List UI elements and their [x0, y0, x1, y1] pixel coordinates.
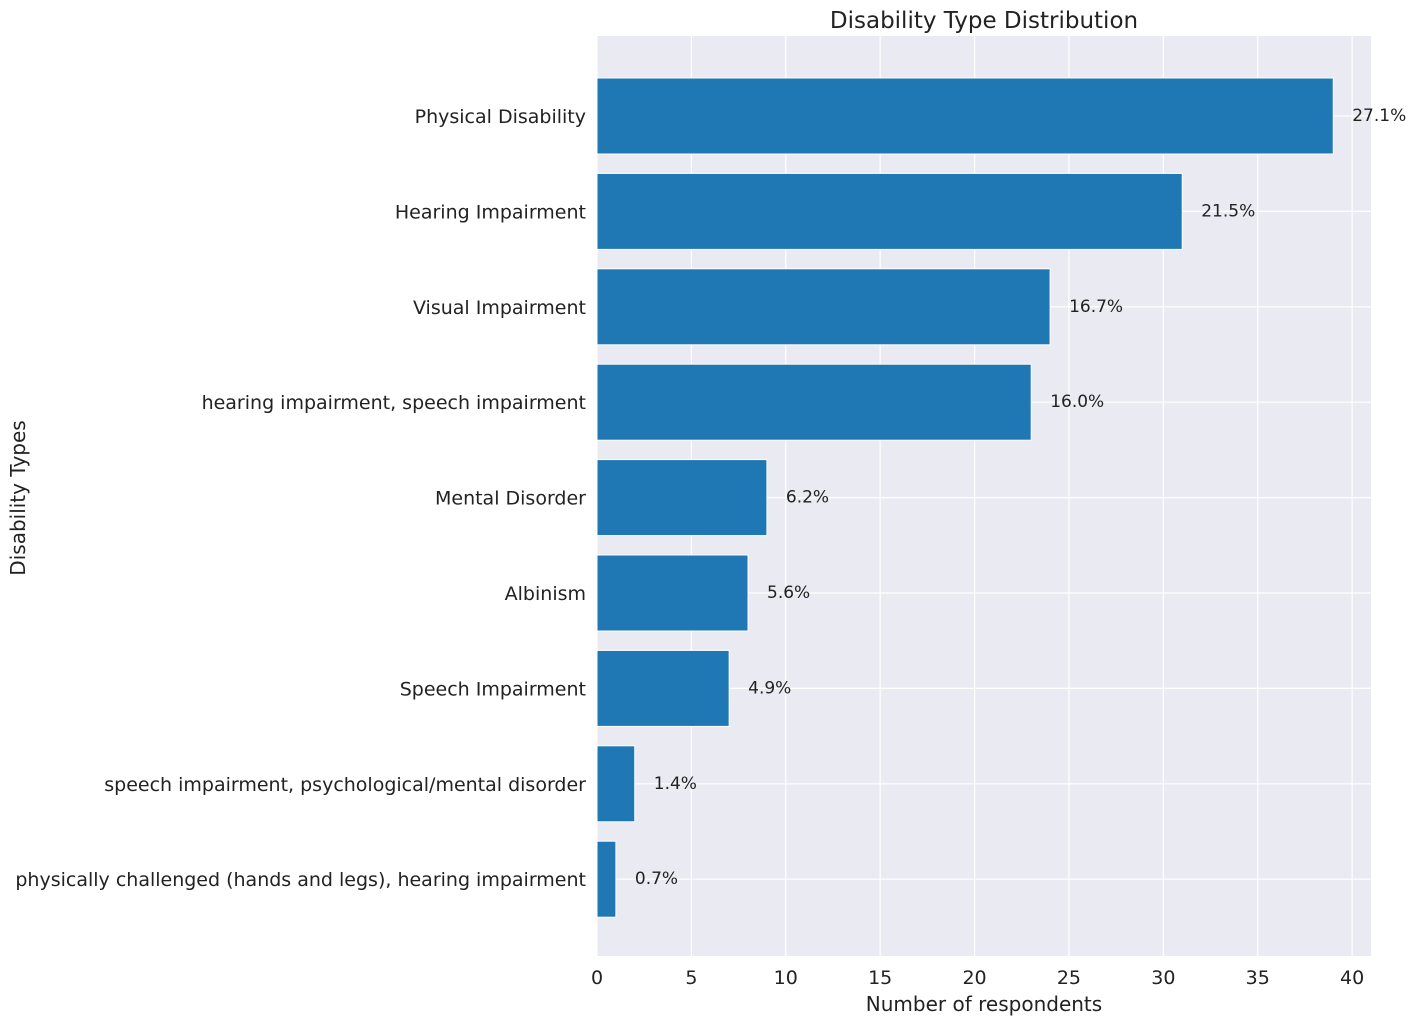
bar	[596, 268, 1051, 346]
x-tick-labels: 0 5 10 15 20 25 30 35 40	[591, 967, 1364, 989]
x-tick-label: 0	[591, 967, 603, 989]
bar	[596, 172, 1183, 250]
y-tick-label: speech impairment, psychological/mental …	[104, 774, 586, 796]
x-tick-label: 10	[774, 967, 798, 989]
y-tick-label: Hearing Impairment	[395, 201, 586, 223]
chart-title: Disability Type Distribution	[830, 8, 1138, 34]
x-tick-label: 25	[1057, 967, 1081, 989]
y-tick-label: Mental Disorder	[435, 488, 586, 510]
data-label: 0.7%	[635, 869, 678, 889]
y-tick-label: hearing impairment, speech impairment	[202, 392, 586, 414]
bar	[596, 363, 1032, 441]
data-label: 6.2%	[786, 488, 829, 508]
data-label: 4.9%	[748, 678, 791, 698]
bars	[596, 77, 1334, 918]
x-tick-label: 20	[962, 967, 986, 989]
y-tick-label: Physical Disability	[415, 106, 586, 128]
y-axis-label: Disability Types	[6, 420, 30, 575]
x-tick-label: 40	[1340, 967, 1364, 989]
data-label: 16.0%	[1050, 392, 1104, 412]
y-tick-label: Visual Impairment	[413, 297, 586, 319]
x-axis-label: Number of respondents	[866, 992, 1102, 1016]
data-label: 16.7%	[1069, 297, 1123, 317]
bar	[596, 649, 730, 727]
bar	[596, 459, 768, 537]
data-label: 5.6%	[767, 583, 810, 603]
x-tick-label: 15	[868, 967, 892, 989]
x-tick-label: 5	[685, 967, 697, 989]
y-tick-label: Albinism	[505, 583, 586, 605]
y-tick-labels: Physical Disability Hearing Impairment Vis…	[15, 106, 586, 891]
y-tick-label: Speech Impairment	[400, 678, 586, 700]
bar	[596, 77, 1334, 155]
data-label: 1.4%	[654, 774, 697, 794]
y-tick-label: physically challenged (hands and legs), …	[15, 869, 586, 891]
bar	[596, 840, 617, 918]
x-tick-label: 30	[1151, 967, 1175, 989]
data-label: 27.1%	[1352, 106, 1406, 126]
data-labels: 27.1% 21.5% 16.7% 16.0% 6.2% 5.6% 4.9% 1.4% 0.7%	[635, 106, 1406, 889]
bar	[596, 554, 749, 632]
bar	[596, 745, 636, 823]
x-tick-label: 35	[1246, 967, 1270, 989]
data-label: 21.5%	[1201, 201, 1255, 221]
